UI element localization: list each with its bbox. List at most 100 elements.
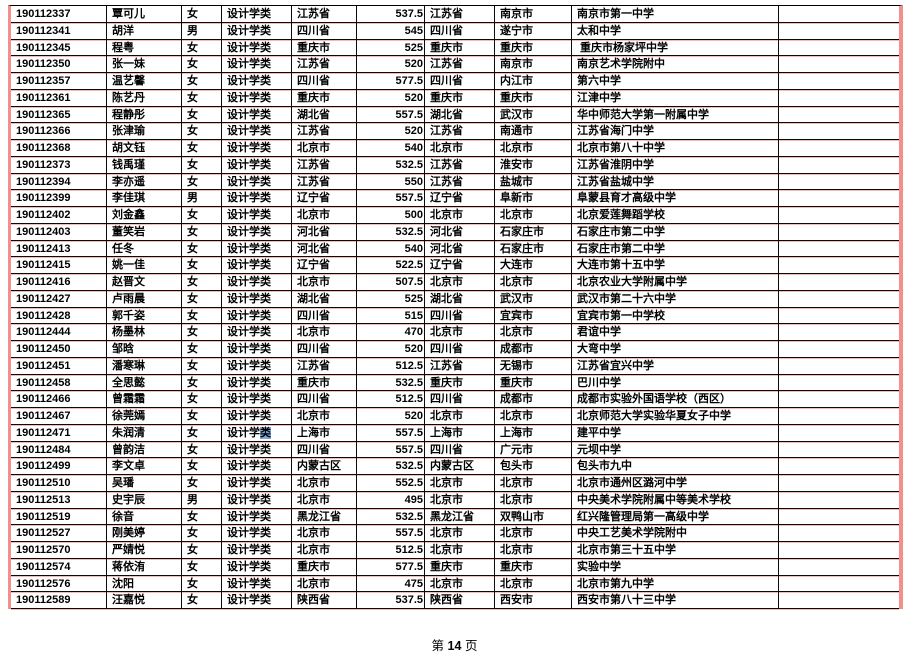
cell-gender: 女 [182,223,222,240]
cell-gender: 女 [182,441,222,458]
cell-gender: 女 [182,240,222,257]
cell-empty [779,190,899,206]
table-row: 190112428 郭千姿 女 设计学类 四川省 515 四川省 宜宾市 宜宾市… [11,307,899,325]
table-row: 190112527 刚美婷 女 设计学类 北京市 557.5 北京市 北京市 中… [11,525,899,542]
cell-empty [779,157,899,173]
table-row: 190112519 徐音 女 设计学类 黑龙江省 532.5 黑龙江省 双鸭山市… [11,508,899,526]
cell-school: 石家庄市第二中学 [572,240,779,257]
table-row: 190112466 曾霜霜 女 设计学类 四川省 512.5 四川省 成都市 成… [11,391,899,408]
cell-city: 北京市 [495,324,572,340]
cell-empty [779,559,899,575]
cell-category: 设计学类 [222,39,292,56]
cell-empty [779,592,899,608]
cell-gender: 女 [182,6,222,22]
cell-exam-province: 江苏省 [292,156,357,173]
cell-student-id: 190112444 [11,324,107,340]
table-row: 190112413 任冬 女 设计学类 河北省 540 河北省 石家庄市 石家庄… [11,240,899,258]
cell-name: 程粤 [107,39,182,56]
cell-gender: 女 [182,558,222,575]
cell-province: 内蒙古区 [425,458,495,474]
cell-name: 郭千姿 [107,307,182,324]
cell-score: 540 [357,240,425,257]
cell-province: 北京市 [425,274,495,290]
cell-category: 设计学类 [222,156,292,173]
cell-empty [779,140,899,156]
cell-student-id: 190112451 [11,357,107,374]
cell-student-id: 190112373 [11,156,107,173]
cell-score: 470 [357,324,425,340]
cell-province: 四川省 [425,307,495,324]
cell-name: 姚一佳 [107,257,182,273]
cell-province: 北京市 [425,575,495,592]
cell-city: 成都市 [495,391,572,407]
cell-gender: 女 [182,307,222,324]
cell-name: 李亦遥 [107,173,182,190]
cell-category: 设计学类 [222,190,292,206]
table-row: 190112361 陈艺丹 女 设计学类 重庆市 520 重庆市 重庆市 江津中… [11,89,899,107]
cell-gender: 女 [182,475,222,491]
cell-city: 成都市 [495,341,572,357]
cell-category: 设计学类 [222,525,292,541]
page-footer: 第 14 页 [0,635,909,654]
cell-score: 532.5 [357,374,425,391]
cell-score: 520 [357,341,425,357]
table-row: 190112513 史宇辰 男 设计学类 北京市 495 北京市 北京市 中央美… [11,491,899,509]
cell-student-id: 190112499 [11,458,107,474]
cell-province: 四川省 [425,391,495,407]
cell-exam-province: 北京市 [292,274,357,290]
cell-empty [779,492,899,508]
cell-category: 设计学类 [222,89,292,106]
cell-name: 严婧悦 [107,542,182,558]
cell-name: 刘金鑫 [107,207,182,223]
cell-city: 重庆市 [495,374,572,391]
cell-name: 温艺馨 [107,73,182,89]
cell-empty [779,358,899,374]
cell-city: 双鸭山市 [495,508,572,525]
cell-school: 武汉市第二十六中学 [572,290,779,307]
cell-exam-province: 湖北省 [292,290,357,307]
cell-student-id: 190112357 [11,73,107,89]
cell-exam-province: 北京市 [292,140,357,156]
cell-score: 507.5 [357,274,425,290]
cell-province: 河北省 [425,240,495,257]
cell-name: 曾霜霜 [107,391,182,407]
table-row: 190112403 董笑岩 女 设计学类 河北省 532.5 河北省 石家庄市 … [11,223,899,241]
cell-category: 设计学类 [222,391,292,407]
cell-gender: 女 [182,274,222,290]
cell-score: 532.5 [357,458,425,474]
cell-name: 李文卓 [107,458,182,474]
cell-province: 北京市 [425,491,495,508]
cell-category: 设计学类 [222,357,292,374]
cell-province: 陕西省 [425,592,495,608]
cell-province: 辽宁省 [425,257,495,273]
cell-name: 徐莞嫣 [107,408,182,424]
cell-school: 阜蒙县育才高级中学 [572,190,779,206]
table-row: 190112357 温艺馨 女 设计学类 四川省 577.5 四川省 内江市 第… [11,73,899,90]
table-row: 190112373 钱禹瑾 女 设计学类 江苏省 532.5 江苏省 淮安市 江… [11,156,899,174]
cell-city: 大连市 [495,257,572,273]
cell-score: 520 [357,408,425,424]
cell-category: 设计学类 [222,106,292,123]
selected-text-highlight: 类 [260,426,271,439]
cell-score: 550 [357,173,425,190]
cell-school: 北京市第九中学 [572,575,779,592]
cell-score: 500 [357,207,425,223]
cell-city: 南京市 [495,56,572,72]
footer-prefix: 第 [431,639,445,653]
cell-student-id: 190112413 [11,240,107,257]
cell-city: 重庆市 [495,39,572,56]
cell-student-id: 190112361 [11,89,107,106]
cell-category: 设计学类 [222,207,292,223]
cell-empty [779,324,899,340]
cell-empty [779,73,899,89]
cell-city: 包头市 [495,458,572,474]
cell-score: 520 [357,56,425,72]
cell-student-id: 190112576 [11,575,107,592]
cell-student-id: 190112589 [11,592,107,608]
cell-city: 重庆市 [495,89,572,106]
table-row: 190112350 张一妹 女 设计学类 江苏省 520 江苏省 南京市 南京艺… [11,56,899,73]
cell-score: 557.5 [357,190,425,206]
table-row: 190112467 徐莞嫣 女 设计学类 北京市 520 北京市 北京市 北京师… [11,408,899,425]
cell-category: 设计学类 [222,173,292,190]
